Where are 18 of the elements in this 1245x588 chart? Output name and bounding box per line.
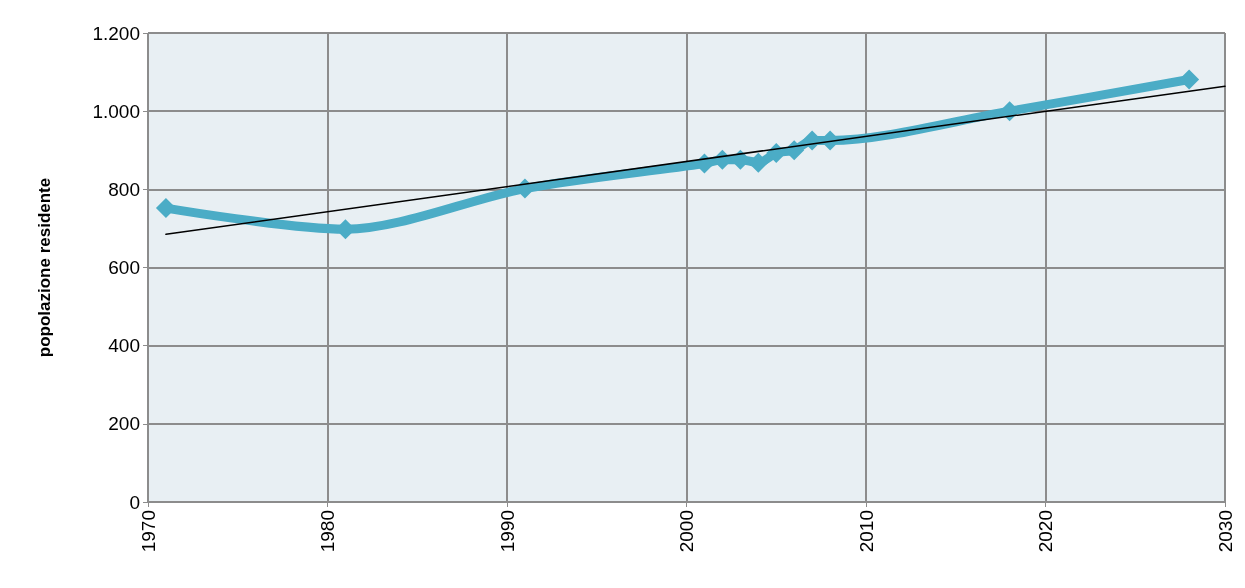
point (155, 198, 176, 219)
y-tick-label: 800 (108, 178, 140, 200)
y-tick-label: 1.000 (92, 100, 140, 122)
x-tick-label: 2030 (1214, 510, 1236, 553)
x-tick-label: 1970 (137, 510, 159, 553)
x-tick-label: 2020 (1035, 510, 1056, 553)
y-tick-label: 200 (108, 413, 140, 435)
point (1179, 69, 1200, 90)
x-tick-label: 2010 (855, 510, 877, 553)
x-tick-label: 1990 (496, 510, 518, 553)
y-tick-label: 1.200 (92, 22, 140, 44)
y-tick-label: 0 (129, 491, 140, 513)
x-tick-label: 2000 (676, 510, 697, 553)
y-axis-title: popolazione residente (35, 177, 54, 358)
x-tick-label: 1980 (317, 510, 338, 553)
y-tick-label: 600 (108, 257, 140, 278)
y-tick-label: 400 (108, 335, 140, 357)
point (748, 152, 769, 173)
